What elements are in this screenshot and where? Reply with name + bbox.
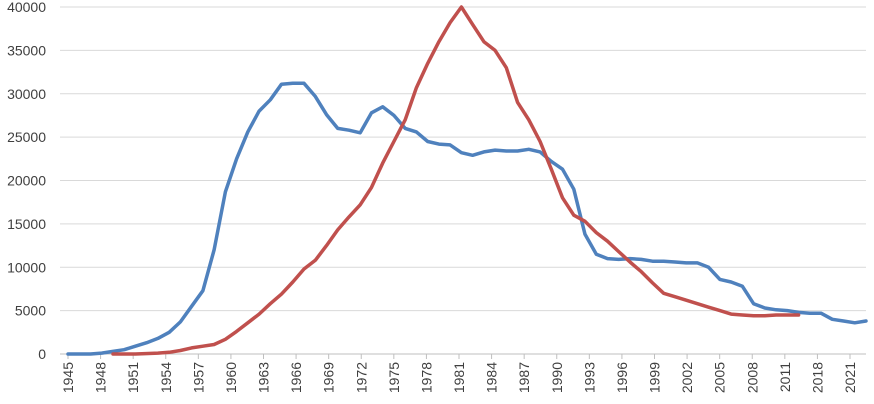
x-tick-label: 1960 <box>223 362 239 393</box>
x-tick-label: 1972 <box>353 362 369 393</box>
x-tick-label: 1993 <box>581 362 597 393</box>
y-tick-labels: 0 5000 10000 15000 20000 25000 30000 35000 40000 <box>7 0 46 362</box>
x-tick-label: 1987 <box>516 362 532 393</box>
y-tick-label: 40000 <box>7 0 46 15</box>
y-tick-label: 20000 <box>7 173 46 189</box>
series-line-2 <box>111 5 801 356</box>
axes <box>60 353 866 359</box>
x-tick-label: 1945 <box>60 362 76 393</box>
y-tick-label: 10000 <box>7 259 46 275</box>
x-tick-label: 2008 <box>744 362 760 393</box>
y-tick-label: 35000 <box>7 42 46 58</box>
x-tick-label: 2002 <box>679 362 695 393</box>
y-tick-label: 30000 <box>7 86 46 102</box>
x-tick-label: 1963 <box>256 362 272 393</box>
x-tick-label: 2005 <box>712 362 728 393</box>
x-tick-label: 1990 <box>549 362 565 393</box>
series-lines <box>66 5 868 356</box>
x-tick-label: 1984 <box>484 362 500 393</box>
x-tick-label: 2021 <box>842 362 858 393</box>
x-tick-label: 2011 <box>777 362 793 392</box>
y-tick-label: 25000 <box>7 129 46 145</box>
x-tick-label: 1951 <box>125 362 141 393</box>
series-line-1 <box>66 81 868 356</box>
y-tick-label: 5000 <box>15 303 46 319</box>
gridlines <box>60 6 866 312</box>
x-tick-label: 1981 <box>451 362 467 393</box>
x-tick-label: 1969 <box>321 362 337 393</box>
x-tick-label: 1978 <box>418 362 434 393</box>
x-tick-labels: 1945 1948 1951 1954 1957 1960 1963 1966 1969 1972… <box>60 362 858 393</box>
x-tick-label: 1948 <box>93 362 109 393</box>
x-tick-label: 1996 <box>614 362 630 393</box>
x-tick-label: 1966 <box>288 362 304 393</box>
y-tick-label: 0 <box>38 346 46 362</box>
x-tick-label: 1999 <box>647 362 663 393</box>
x-tick-label: 1975 <box>386 362 402 393</box>
x-tick-label: 1954 <box>158 362 174 393</box>
y-tick-label: 15000 <box>7 216 46 232</box>
x-tick-label: 2018 <box>809 362 825 393</box>
x-tick-label: 1957 <box>190 362 206 393</box>
